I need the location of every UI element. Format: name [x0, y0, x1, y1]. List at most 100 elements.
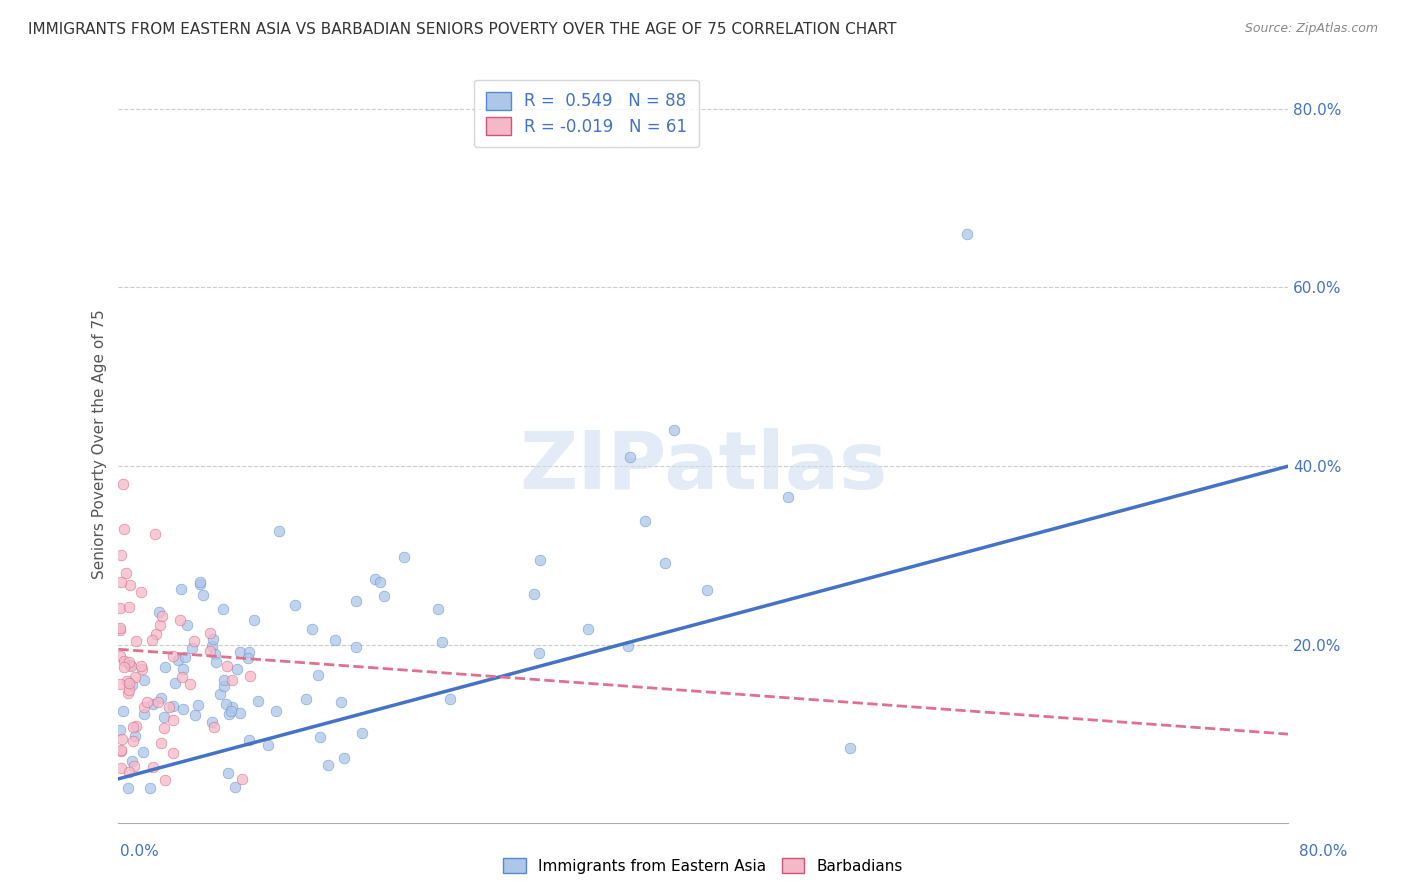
Point [118, 675, 141, 690]
Point [110, 742, 132, 756]
Point [170, 582, 193, 596]
Point [108, 624, 131, 638]
Point [142, 759, 165, 773]
Text: IMMIGRANTS FROM EASTERN ASIA VS BARBADIAN SENIORS POVERTY OVER THE AGE OF 75 COR: IMMIGRANTS FROM EASTERN ASIA VS BARBADIA… [28, 22, 897, 37]
Point [208, 687, 231, 701]
Point [205, 655, 228, 669]
Point [141, 633, 163, 648]
Point [108, 723, 131, 737]
Point [301, 623, 323, 637]
Point [616, 639, 638, 653]
Point [179, 677, 201, 691]
Point [529, 646, 551, 660]
Point [181, 640, 204, 655]
Point [430, 635, 453, 649]
Legend: Immigrants from Eastern Asia, Barbadians: Immigrants from Eastern Asia, Barbadians [496, 852, 910, 880]
Point [153, 721, 176, 735]
Point [217, 766, 239, 780]
Point [333, 751, 356, 765]
Point [145, 627, 167, 641]
Point [149, 618, 172, 632]
Point [778, 490, 800, 504]
Point [129, 658, 152, 673]
Point [165, 676, 187, 690]
Text: ZIPatlas: ZIPatlas [519, 427, 887, 506]
Point [218, 707, 240, 722]
Point [124, 729, 146, 743]
Text: Source: ZipAtlas.com: Source: ZipAtlas.com [1244, 22, 1378, 36]
Point [136, 695, 159, 709]
Point [169, 613, 191, 627]
Point [167, 653, 190, 667]
Point [134, 706, 156, 721]
Point [121, 754, 143, 768]
Point [214, 673, 236, 687]
Point [108, 621, 131, 635]
Point [956, 227, 979, 241]
Point [118, 682, 141, 697]
Point [121, 733, 143, 747]
Y-axis label: Seniors Poverty Over the Age of 75: Seniors Poverty Over the Age of 75 [93, 309, 107, 579]
Point [619, 450, 641, 465]
Point [225, 662, 247, 676]
Point [215, 698, 238, 712]
Point [239, 669, 262, 683]
Point [201, 639, 224, 653]
Point [426, 601, 449, 615]
Point [191, 588, 214, 602]
Point [523, 587, 546, 601]
Point [111, 704, 134, 718]
Point [118, 600, 141, 615]
Point [576, 622, 599, 636]
Point [120, 578, 142, 592]
Legend: R =  0.549   N = 88, R = -0.019   N = 61: R = 0.549 N = 88, R = -0.019 N = 61 [474, 80, 699, 147]
Point [132, 673, 155, 687]
Point [633, 514, 655, 528]
Point [108, 648, 131, 663]
Point [143, 527, 166, 541]
Point [111, 477, 134, 491]
Point [269, 524, 291, 538]
Point [108, 677, 131, 691]
Point [153, 710, 176, 724]
Point [204, 648, 226, 662]
Point [295, 692, 318, 706]
Point [120, 659, 142, 673]
Point [316, 758, 339, 772]
Point [212, 679, 235, 693]
Text: 0.0%: 0.0% [120, 845, 159, 859]
Point [118, 655, 141, 669]
Point [529, 552, 551, 566]
Point [114, 660, 136, 674]
Point [146, 695, 169, 709]
Point [284, 598, 307, 612]
Point [117, 686, 139, 700]
Point [117, 780, 139, 795]
Point [256, 738, 278, 752]
Point [176, 618, 198, 632]
Point [110, 761, 132, 775]
Point [118, 764, 141, 779]
Point [344, 593, 367, 607]
Point [149, 736, 172, 750]
Point [350, 726, 373, 740]
Point [264, 704, 287, 718]
Point [110, 744, 132, 758]
Point [202, 720, 225, 734]
Text: 80.0%: 80.0% [1299, 845, 1347, 859]
Point [110, 549, 132, 563]
Point [162, 648, 184, 663]
Point [110, 574, 132, 589]
Point [188, 577, 211, 591]
Point [120, 658, 142, 673]
Point [664, 423, 686, 437]
Point [188, 575, 211, 590]
Point [122, 759, 145, 773]
Point [131, 662, 153, 676]
Point [211, 602, 233, 616]
Point [201, 714, 224, 729]
Point [172, 662, 194, 676]
Point [149, 691, 172, 706]
Point [229, 645, 252, 659]
Point [134, 699, 156, 714]
